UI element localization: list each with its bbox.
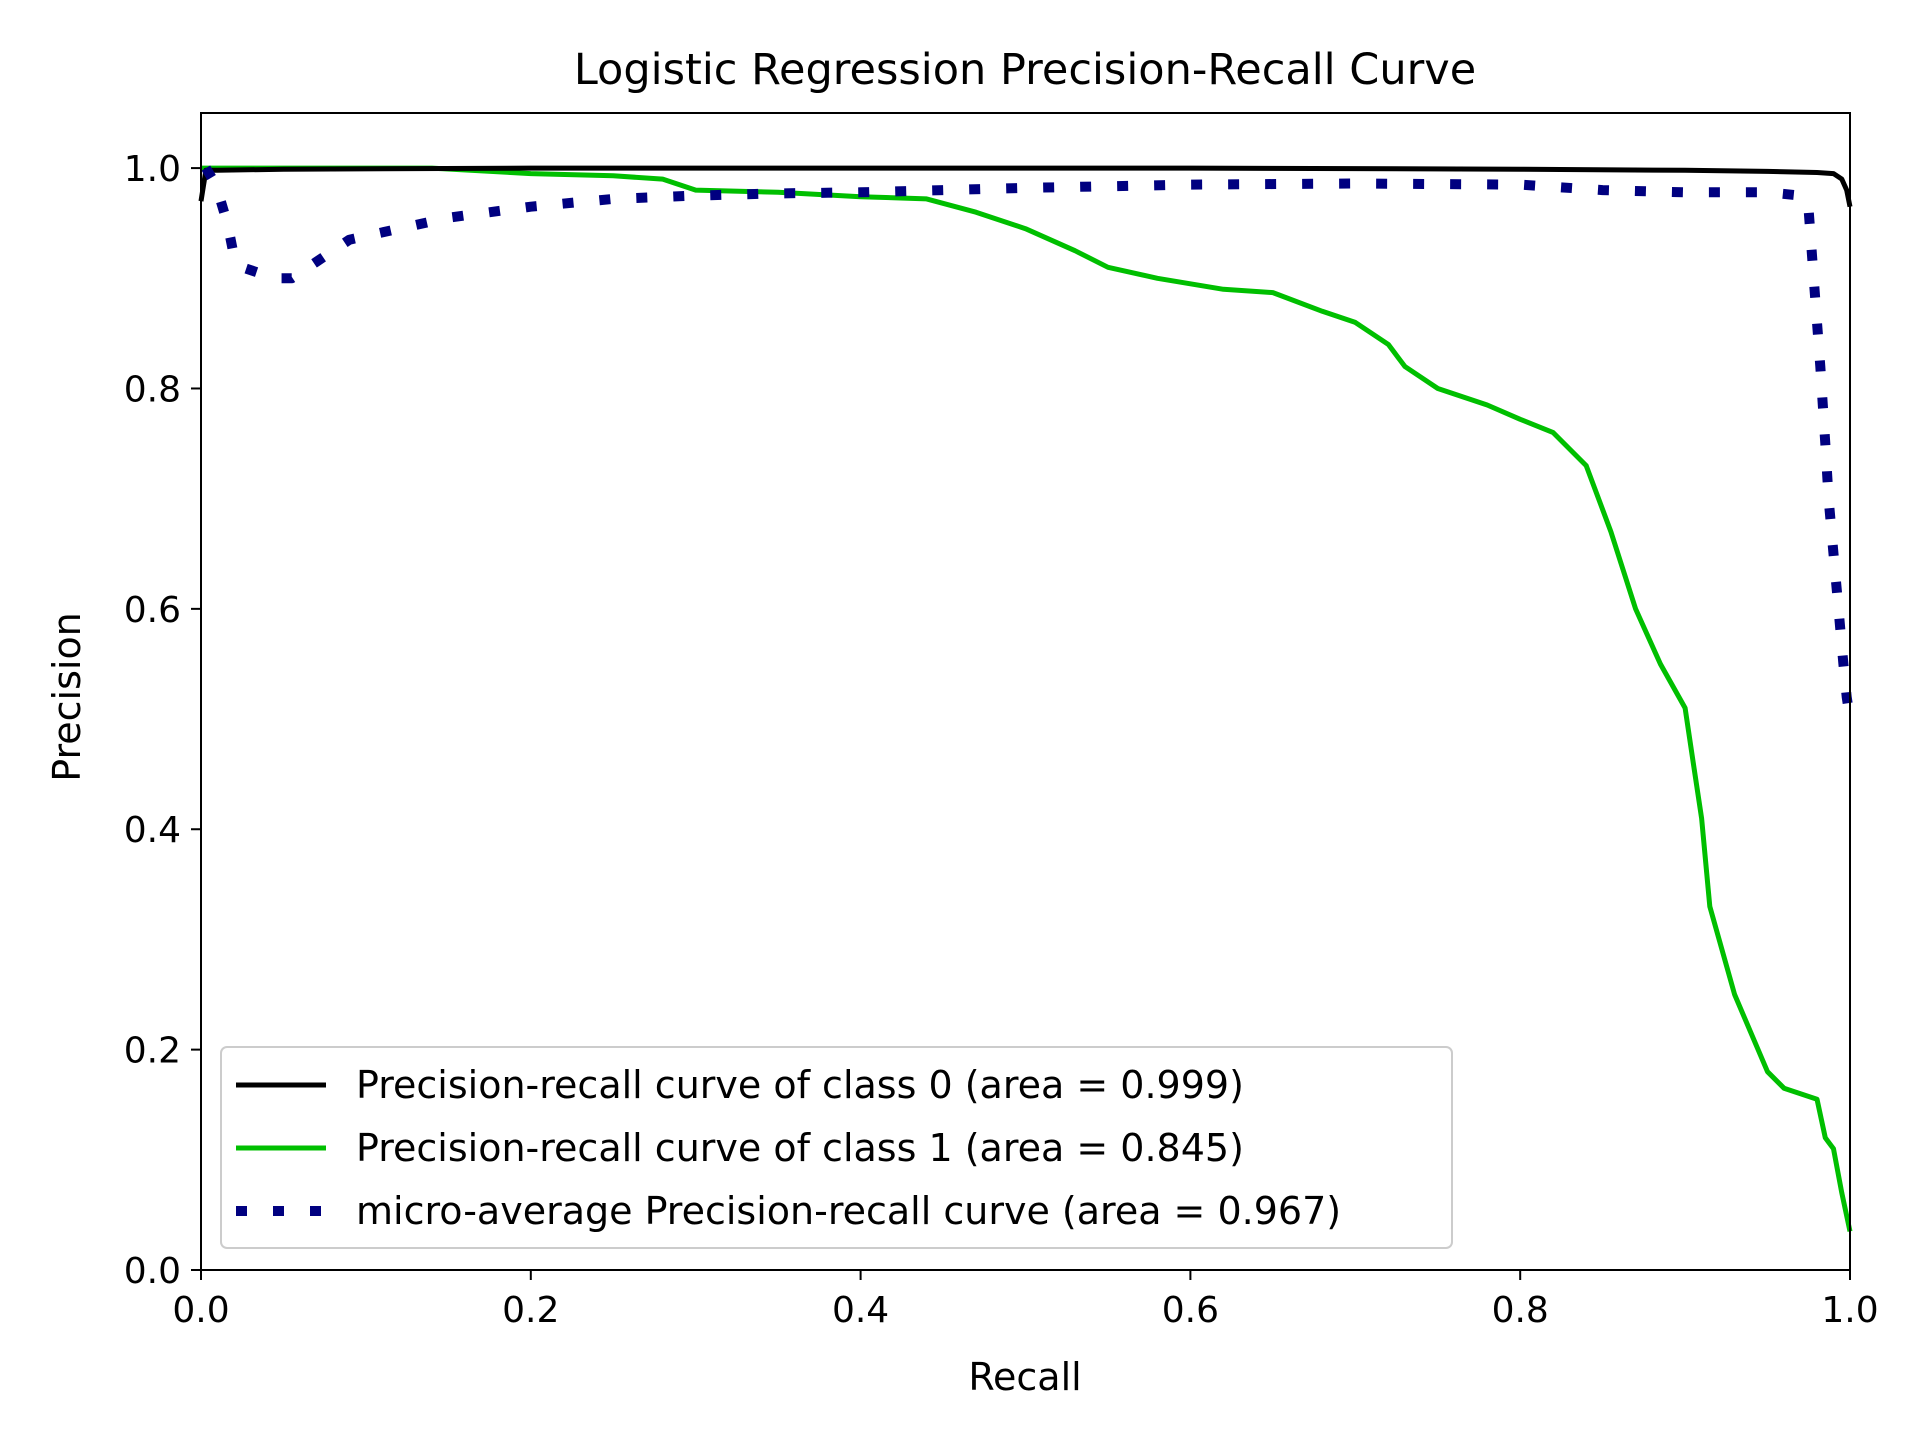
x-tick-label: 0.4	[832, 1290, 889, 1331]
y-tick-label: 0.4	[124, 810, 181, 851]
series-layer	[198, 165, 1855, 1232]
y-axis-ticks: 0.0 0.2 0.4 0.6 0.8 1.0	[124, 149, 201, 1292]
legend: Precision-recall curve of class 0 (area …	[220, 1046, 1453, 1249]
x-tick-label: 0.2	[502, 1290, 559, 1331]
chart-title: Logistic Regression Precision-Recall Cur…	[574, 45, 1476, 95]
x-axis-label: Recall	[968, 1355, 1081, 1399]
legend-label-0: Precision-recall curve of class 0 (area …	[356, 1063, 1244, 1107]
series-line-0	[198, 165, 1853, 208]
legend-label-1: Precision-recall curve of class 1 (area …	[356, 1126, 1244, 1170]
x-tick-label: 0.0	[172, 1290, 229, 1331]
series-line-2	[201, 165, 1855, 720]
plot-frame	[200, 112, 1851, 1271]
y-tick-label: 0.0	[124, 1251, 181, 1292]
legend-entries: Precision-recall curve of class 0 (area …	[236, 1063, 1341, 1233]
y-axis-label: Precision	[45, 612, 89, 782]
x-tick-label: 1.0	[1821, 1290, 1878, 1331]
y-tick-label: 0.8	[124, 369, 181, 410]
y-tick-label: 1.0	[124, 149, 181, 190]
x-tick-label: 0.6	[1162, 1290, 1219, 1331]
y-tick-label: 0.2	[124, 1031, 181, 1072]
x-axis-ticks: 0.0 0.2 0.4 0.6 0.8 1.0	[172, 1270, 1879, 1331]
series-line-1	[201, 165, 1853, 1232]
x-tick-label: 0.8	[1492, 1290, 1549, 1331]
y-tick-label: 0.6	[124, 590, 181, 631]
legend-label-2: micro-average Precision-recall curve (ar…	[356, 1189, 1341, 1233]
legend-box	[220, 1046, 1453, 1249]
